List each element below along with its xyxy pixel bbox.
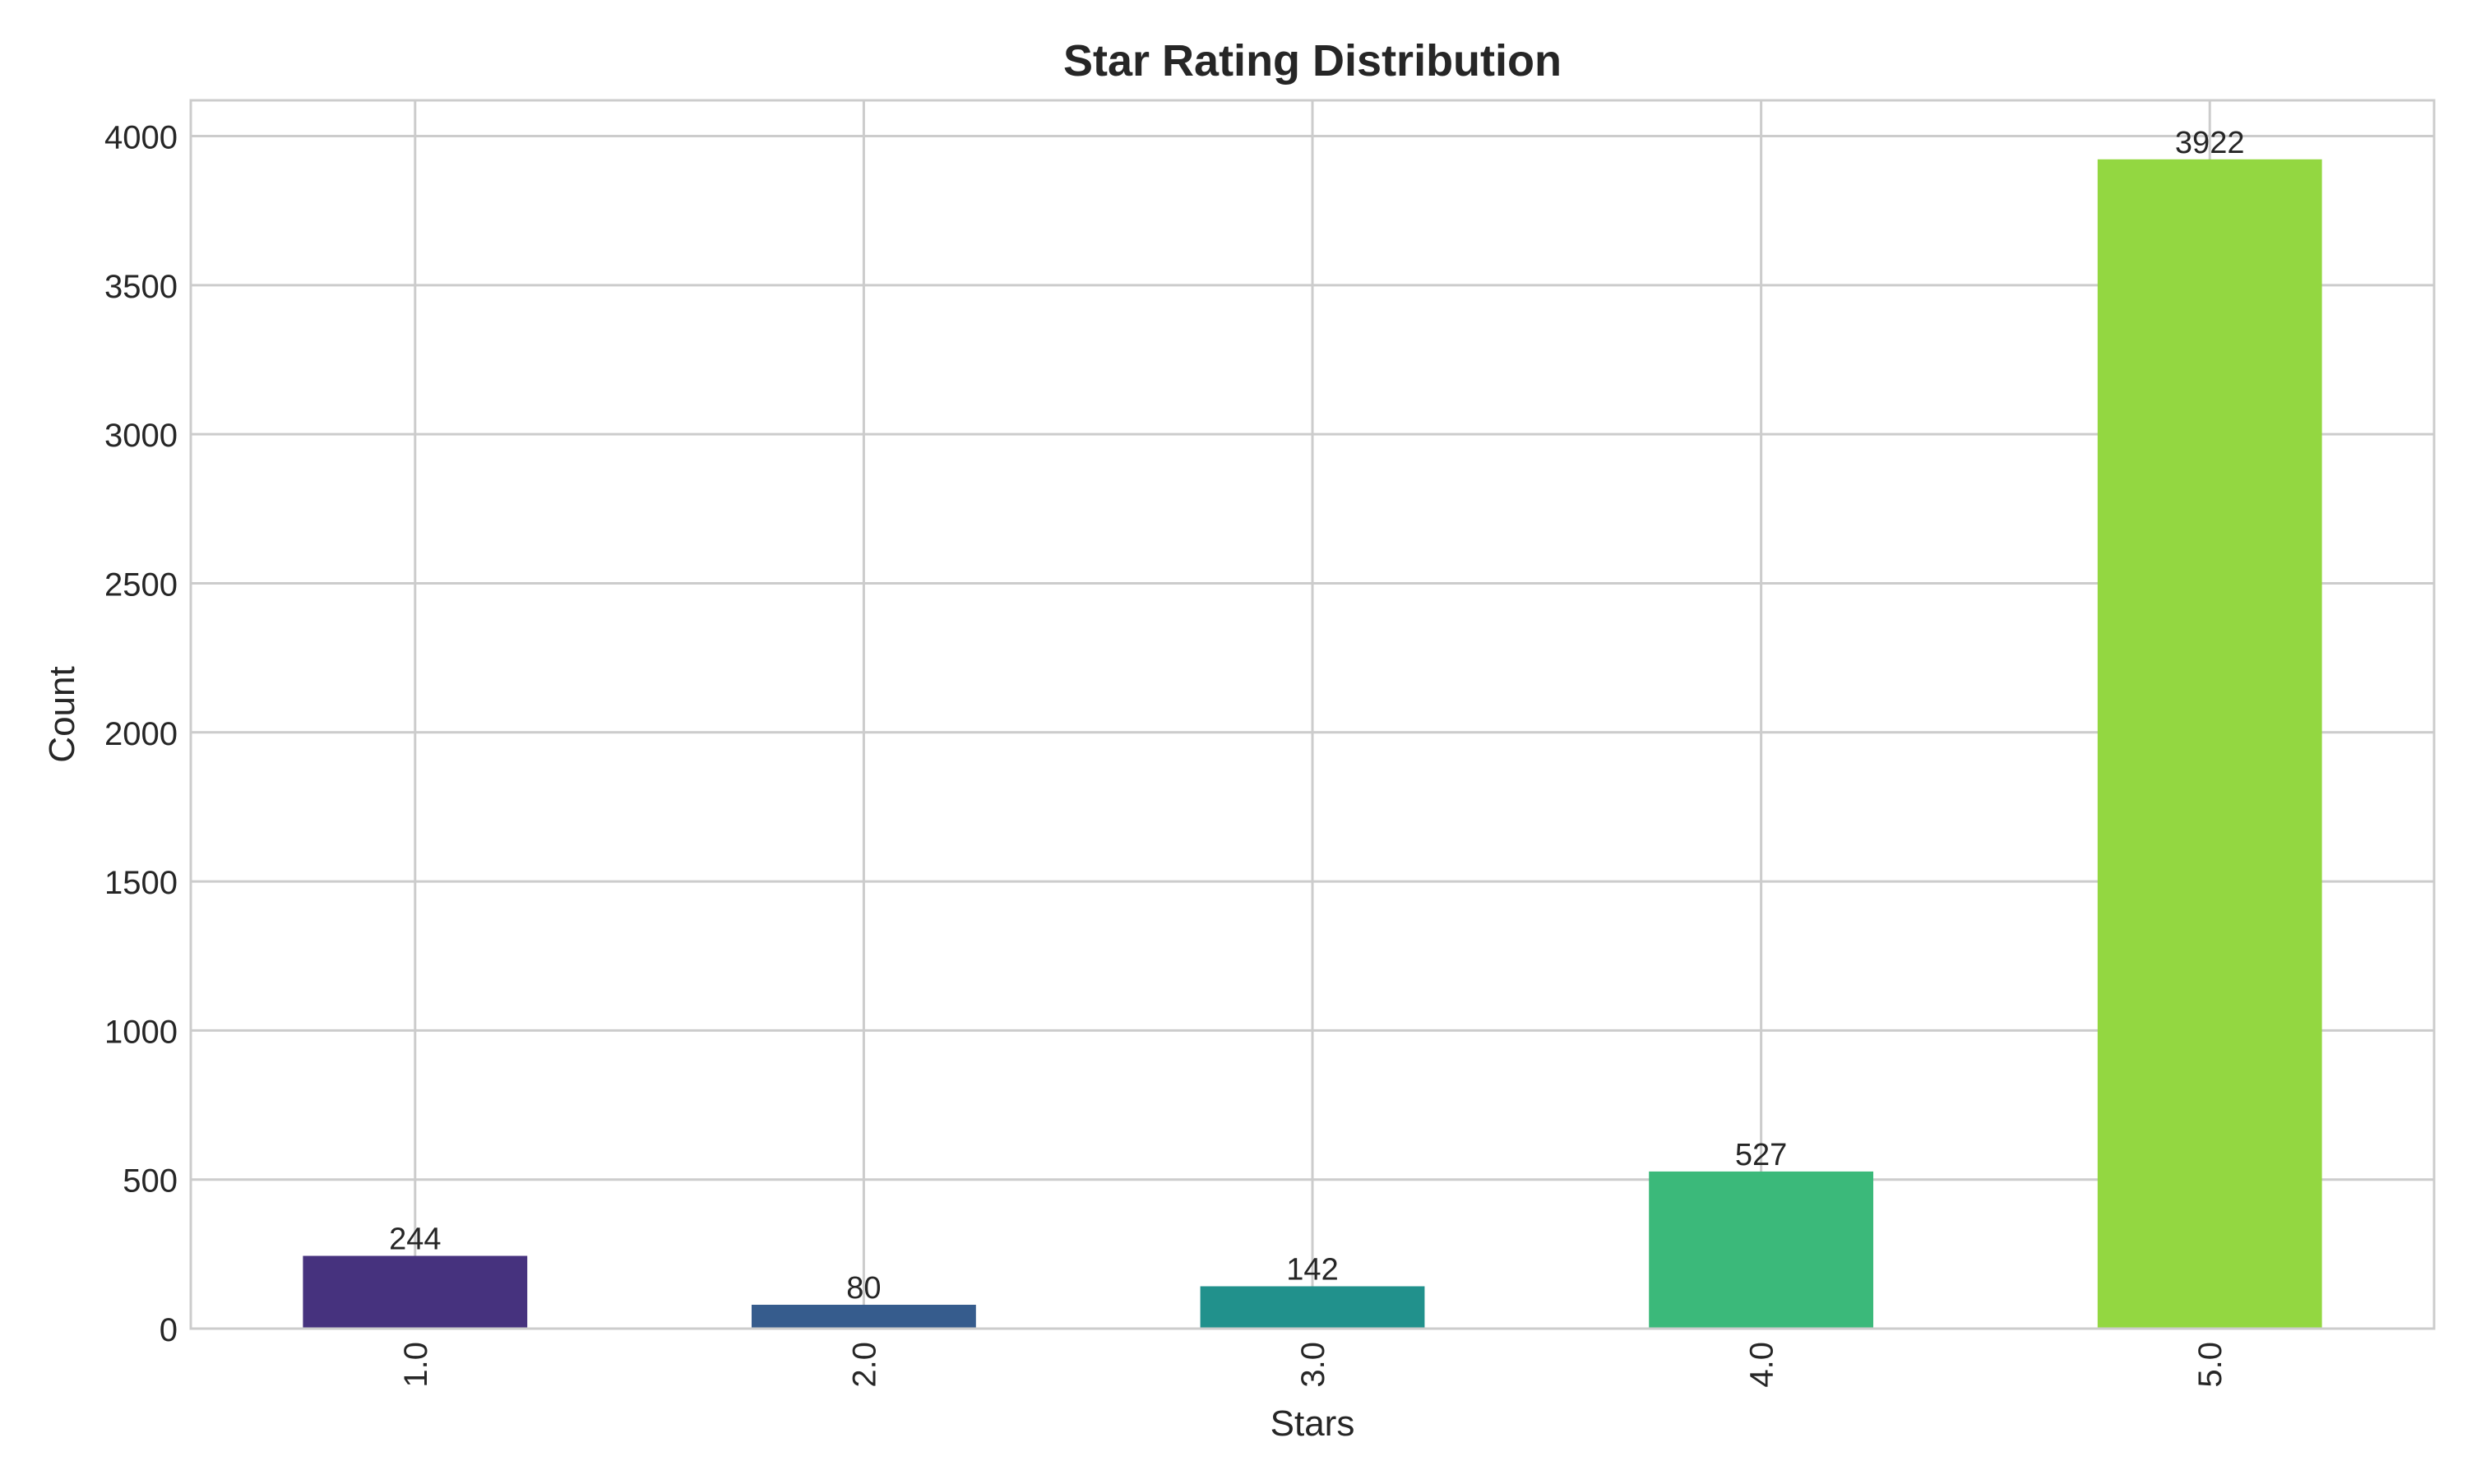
- bar-4.0: [1649, 1171, 1873, 1329]
- x-tick-label: 1.0: [398, 1342, 434, 1388]
- y-axis-label: Count: [42, 666, 82, 762]
- grid-layer: [191, 100, 2434, 1330]
- plot-frame: [189, 99, 2436, 1330]
- x-tick-label: 3.0: [1295, 1342, 1331, 1388]
- ticks-layer: 0 500 1000 1500 2000 2500 3000 3500 4000 1.0 2.0 3.…: [104, 120, 2229, 1388]
- y-tick-label: 4000: [104, 120, 178, 156]
- bar-1.0: [303, 1255, 528, 1329]
- y-tick-label: 1500: [104, 865, 178, 901]
- bar-value-label: 80: [846, 1271, 881, 1306]
- bar-value-label: 3922: [2175, 126, 2245, 160]
- bar-value-label: 244: [389, 1223, 441, 1257]
- x-axis-label: Stars: [1271, 1403, 1355, 1444]
- y-tick-label: 500: [123, 1163, 178, 1200]
- x-tick-label: 5.0: [2192, 1342, 2229, 1388]
- data-labels-layer: 244 80 142 527 3922: [389, 126, 2244, 1306]
- bar-value-label: 527: [1735, 1138, 1787, 1172]
- y-tick-label: 3000: [104, 418, 178, 454]
- x-tick-label: 4.0: [1744, 1342, 1780, 1388]
- chart-title: Star Rating Distribution: [1063, 36, 1562, 86]
- bar-value-label: 142: [1286, 1253, 1338, 1288]
- bar-5.0: [2097, 159, 2322, 1329]
- y-tick-label: 2500: [104, 566, 178, 603]
- bar-3.0: [1200, 1286, 1425, 1329]
- y-tick-label: 3500: [104, 269, 178, 305]
- bar-2.0: [752, 1304, 976, 1329]
- y-tick-label: 0: [160, 1312, 178, 1348]
- y-tick-label: 2000: [104, 716, 178, 752]
- bars-layer: [303, 159, 2322, 1329]
- y-tick-label: 1000: [104, 1014, 178, 1050]
- x-tick-label: 2.0: [846, 1342, 882, 1388]
